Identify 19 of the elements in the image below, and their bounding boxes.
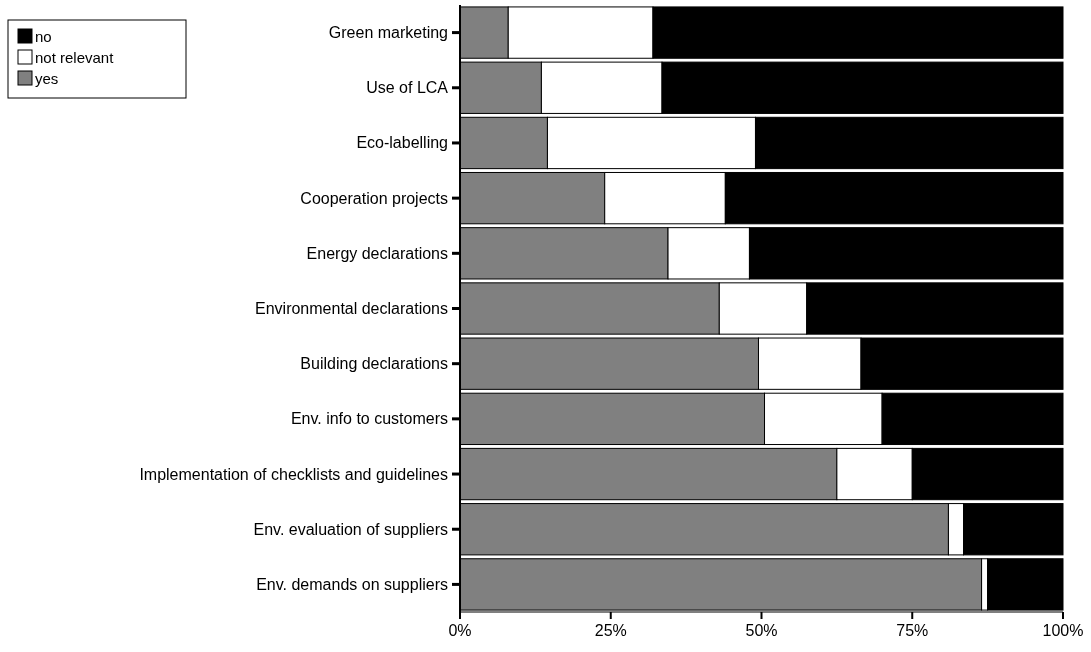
x-tick-label: 25% — [594, 622, 627, 639]
x-tick-label: 50% — [745, 622, 778, 639]
y-tick-label: Building declarations — [300, 355, 448, 373]
x-tick-label: 0% — [448, 622, 472, 639]
legend-label: not relevant — [35, 48, 115, 66]
y-tick-label: Cooperation projects — [300, 189, 448, 207]
y-tick-label: Green marketing — [328, 24, 448, 42]
y-tick-label: Environmental declarations — [255, 300, 448, 317]
y-tick-label: Energy declarations — [306, 244, 448, 262]
x-tick-label: 100% — [1042, 622, 1084, 639]
x-tick-label: 75% — [896, 622, 929, 639]
legend-label: no — [35, 27, 52, 45]
y-tick-label: Eco-labelling — [356, 134, 448, 152]
y-tick-label: Env. info to customers — [290, 410, 448, 428]
y-tick-label: Env. demands on suppliers — [256, 575, 448, 593]
legend-label: yes — [35, 69, 59, 87]
y-tick-label: Implementation of checklists and guidelines — [139, 465, 448, 483]
y-tick-label: Use of LCA — [366, 79, 449, 97]
y-tick-label: Env. evaluation of suppliers — [253, 520, 448, 538]
